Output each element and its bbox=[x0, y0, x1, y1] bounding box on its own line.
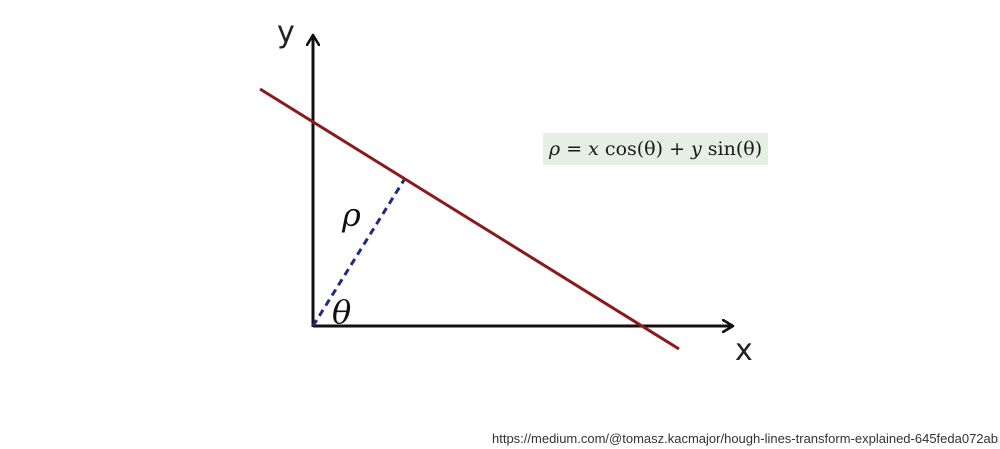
formula-y: y bbox=[691, 138, 702, 160]
formula-cos-part: cos(θ) + bbox=[598, 138, 692, 160]
formula-x: x bbox=[588, 138, 599, 160]
rho-segment bbox=[311, 179, 406, 327]
formula-rho: ρ bbox=[549, 138, 561, 160]
x-axis-label: x bbox=[735, 333, 753, 368]
source-url: https://medium.com/@tomasz.kacmajor/houg… bbox=[492, 431, 998, 446]
rho-label: ρ bbox=[341, 196, 361, 234]
formula-sin-part: sin(θ) bbox=[701, 138, 763, 160]
hough-formula: ρ = x cos(θ) + y sin(θ) bbox=[543, 133, 769, 165]
theta-label: θ bbox=[332, 293, 351, 331]
formula-equals: = bbox=[560, 138, 589, 160]
hough-line bbox=[259, 87, 680, 351]
y-axis-label: y bbox=[277, 15, 295, 50]
